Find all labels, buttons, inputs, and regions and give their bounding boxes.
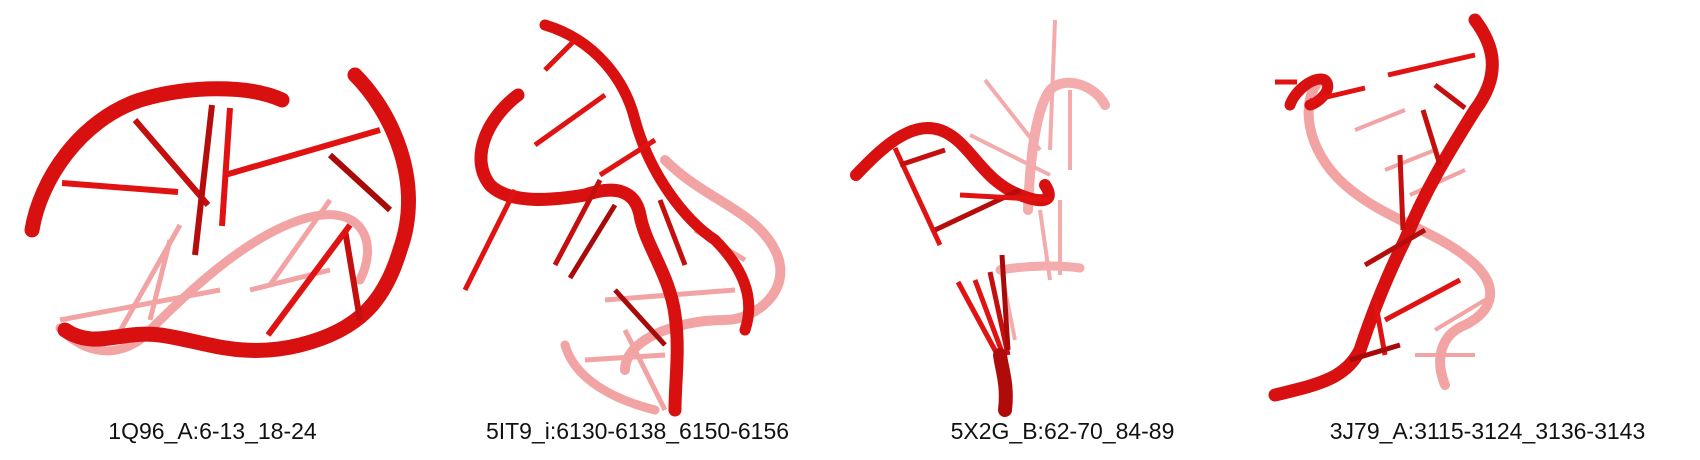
front-layer	[24, 67, 416, 358]
structure-label: 1Q96_A:6-13_18-24	[108, 418, 317, 444]
front-layer	[1268, 13, 1499, 402]
structure-panel-1: 1Q96_A:6-13_18-24	[0, 0, 425, 460]
structure-panel-4: 3J79_A:3115-3124_3136-3143	[1268, 0, 1700, 460]
front-layer	[850, 122, 1055, 417]
structure-label: 5X2G_B:62-70_84-89	[950, 418, 1175, 444]
front-layer	[462, 19, 755, 417]
structure-label: 3J79_A:3115-3124_3136-3143	[1329, 418, 1646, 444]
rna-structure-1q96	[24, 67, 416, 358]
structure-panel-3: 5X2G_B:62-70_84-89	[850, 0, 1275, 460]
faded-back-layer	[55, 198, 372, 356]
rna-structure-5x2g	[850, 19, 1110, 417]
rna-structure-5it9	[462, 19, 786, 417]
structure-label: 5IT9_i:6130-6138_6150-6156	[485, 418, 790, 444]
rna-structure-3j79	[1268, 13, 1499, 402]
structure-panel-2: 5IT9_i:6130-6138_6150-6156	[425, 0, 850, 460]
faded-back-layer	[969, 19, 1110, 341]
